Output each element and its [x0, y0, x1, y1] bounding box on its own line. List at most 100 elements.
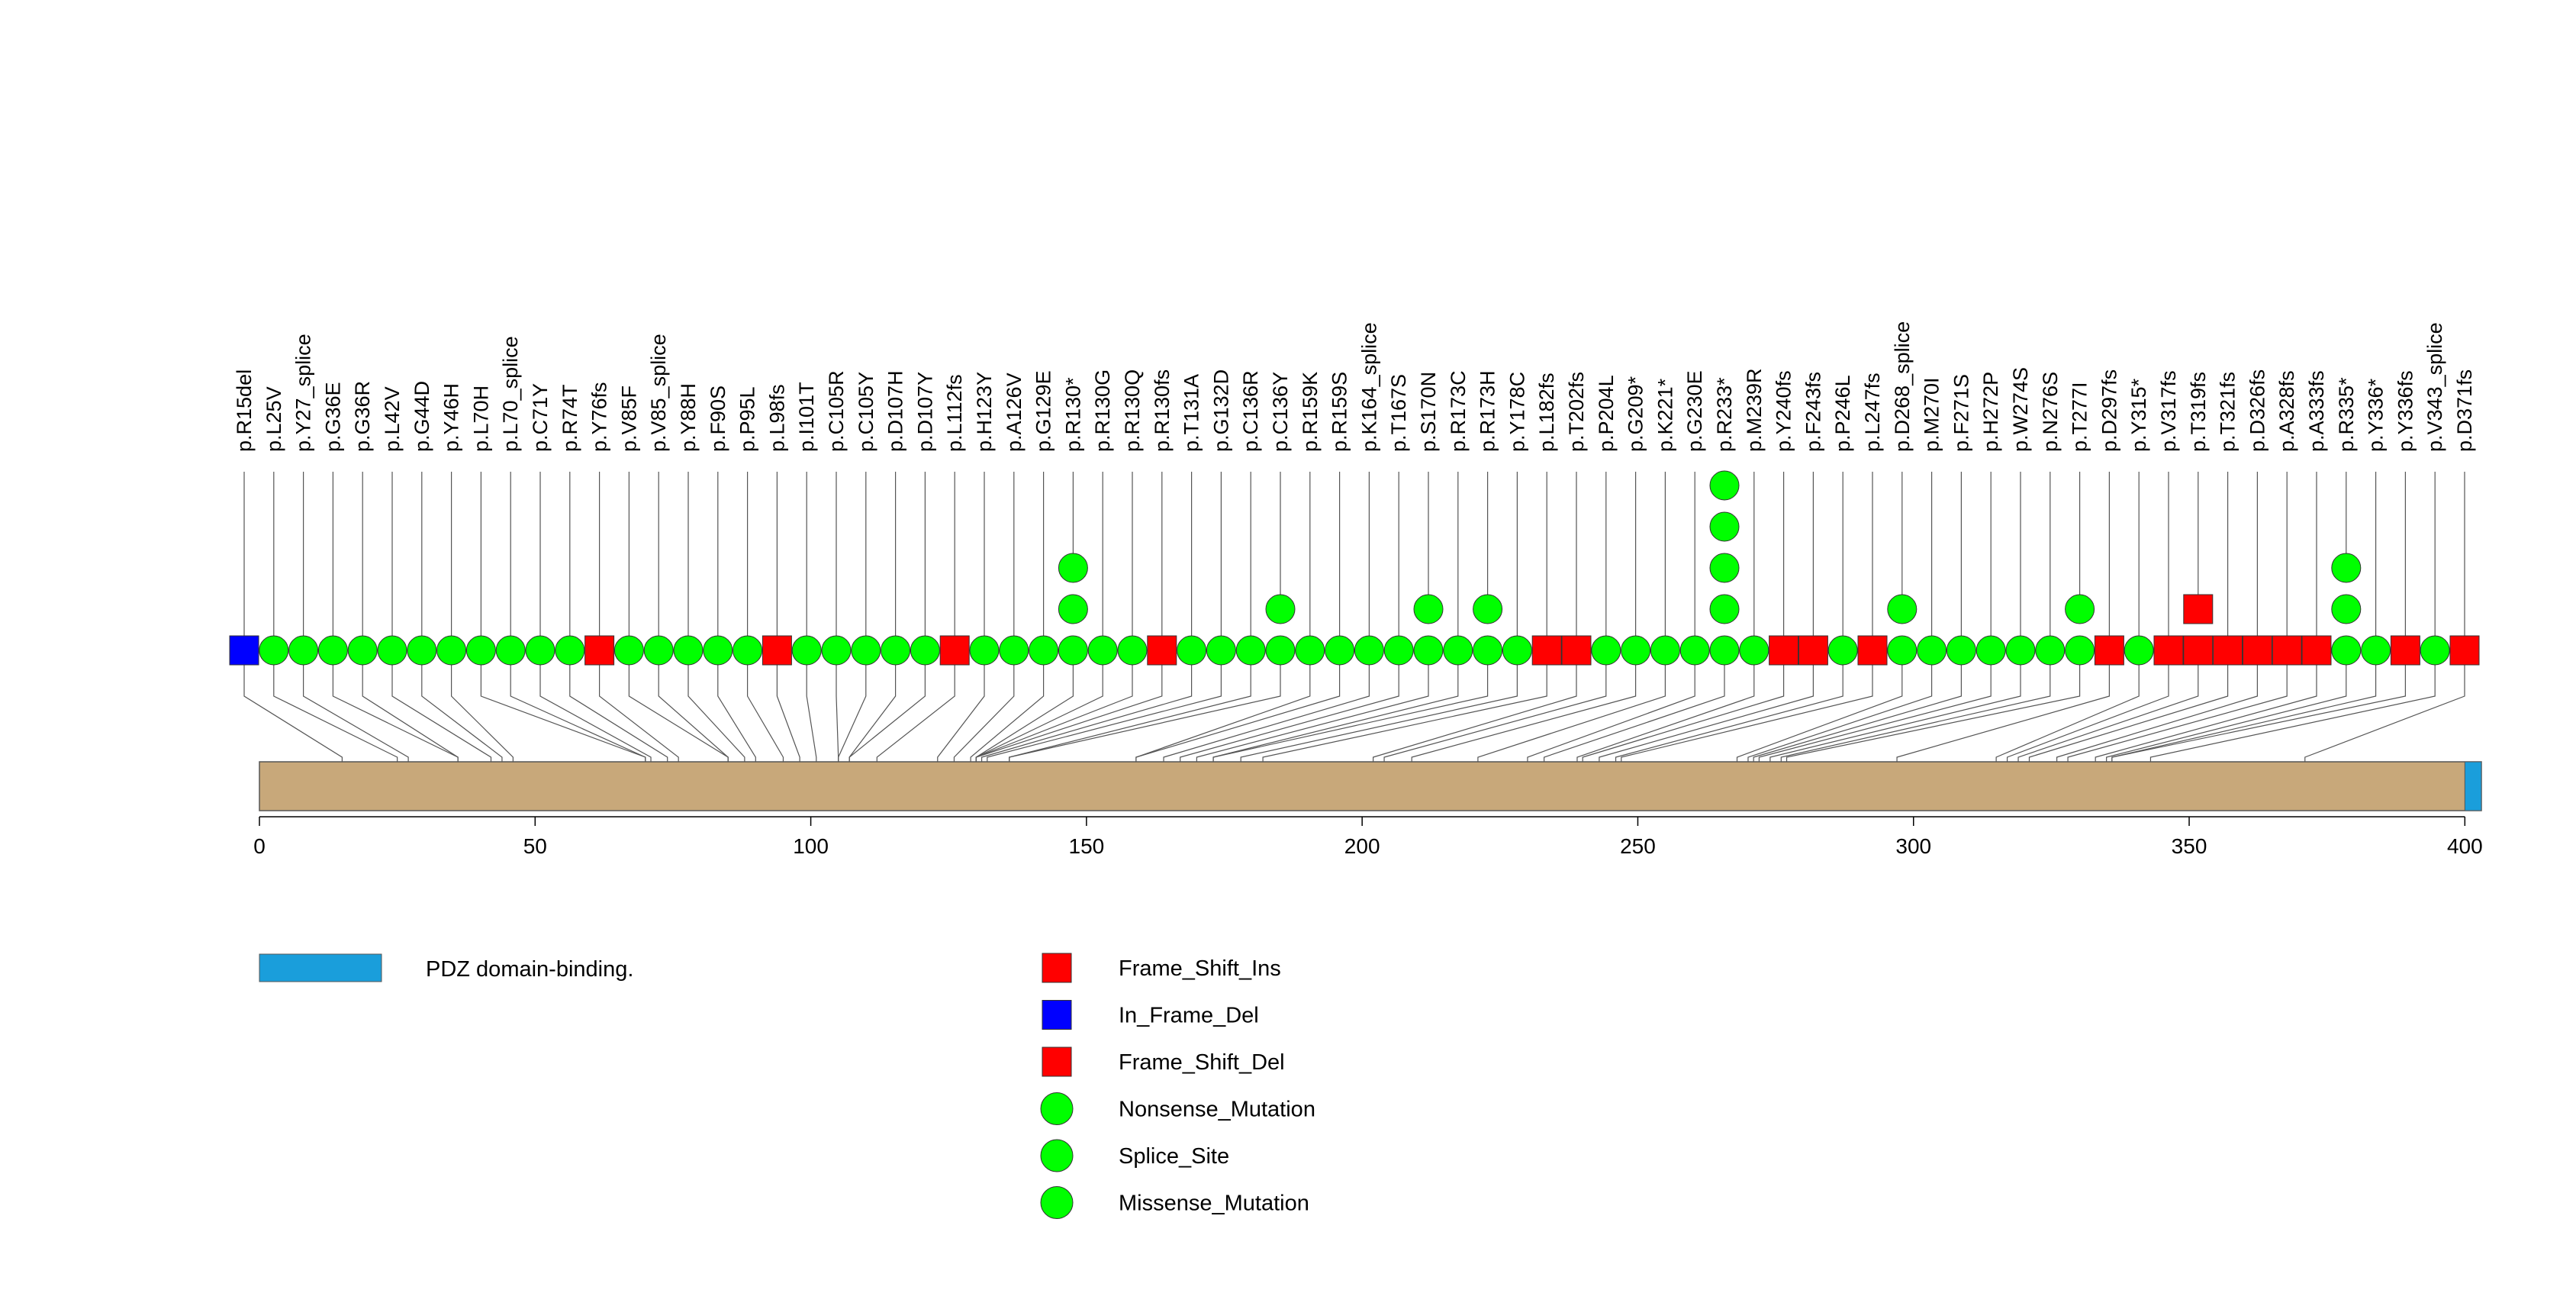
domain-0	[2464, 761, 2482, 811]
legend-label: In_Frame_Del	[1119, 1004, 1259, 1028]
mutation-square	[2183, 594, 2214, 624]
mutation-circle	[1591, 635, 1621, 666]
mutation-label: p.Y336fs	[2394, 370, 2417, 452]
mutation-circle	[1029, 635, 1059, 666]
mutation-circle	[347, 635, 378, 666]
mutation-square	[2153, 635, 2184, 666]
mutation-circle	[969, 635, 1000, 666]
mutation-square	[229, 635, 259, 666]
mutation-circle	[495, 635, 526, 666]
mutation-circle	[881, 635, 911, 666]
mutation-circle	[2005, 635, 2036, 666]
mutation-label: p.F271S	[1950, 374, 1972, 452]
mutation-label: p.R173H	[1476, 370, 1499, 452]
mutation-labels: p.R15del p.L25V p.Y27_splice p.G36E p.G36R p.…	[233, 321, 2476, 452]
mutation-label: p.D107H	[884, 370, 907, 452]
legend-label: Frame_Shift_Ins	[1119, 956, 1281, 981]
legend-domain-label: PDZ domain-binding.	[426, 957, 633, 982]
mutation-label: p.M239R	[1743, 368, 1766, 452]
mutation-circle	[1709, 635, 1740, 666]
legend-label: Missense_Mutation	[1119, 1192, 1309, 1216]
mutation-circle	[2065, 635, 2095, 666]
mutation-square	[2213, 635, 2243, 666]
mutation-label: p.C71Y	[529, 383, 552, 452]
mutation-square	[2449, 635, 2480, 666]
protein-backbone	[259, 761, 2482, 811]
mutation-circle	[1739, 635, 1769, 666]
mutation-label: p.F243fs	[1802, 372, 1824, 452]
mutation-label: p.R15del	[233, 369, 256, 452]
mutation-label: p.K164_splice	[1357, 322, 1380, 452]
mutation-square	[1798, 635, 1828, 666]
mutation-circle	[2331, 635, 2362, 666]
mutation-circle	[465, 635, 496, 666]
mutation-circle	[407, 635, 437, 666]
mutation-label: p.N276S	[2039, 372, 2062, 452]
mutation-label: p.D268_splice	[1891, 321, 1914, 452]
mutation-circle	[643, 635, 674, 666]
mutation-symbols	[229, 470, 2480, 666]
mutation-label: p.R159S	[1328, 372, 1351, 452]
mutation-label: p.A328fs	[2275, 370, 2298, 452]
mutation-circle	[2420, 635, 2450, 666]
mutation-label: p.P95L	[736, 386, 759, 452]
mutation-circle	[1887, 594, 1918, 624]
mutation-label: p.I101T	[795, 382, 818, 452]
mutation-circle	[1354, 635, 1384, 666]
legend-circle	[1040, 1092, 1074, 1125]
mutation-circle	[1413, 635, 1444, 666]
mutation-circle	[1087, 635, 1118, 666]
mutation-circle	[1975, 635, 2006, 666]
mutation-label: p.C136R	[1239, 370, 1262, 452]
mutation-circle	[1473, 594, 1503, 624]
x-axis: 0 50 100 150 200 250 300 350 400	[253, 816, 2483, 858]
x-tick-label: 400	[2447, 834, 2483, 858]
mutation-label: p.T202fs	[1565, 372, 1588, 452]
mutation-label: p.R335*	[2335, 377, 2358, 452]
mutation-label: p.R74T	[559, 384, 581, 452]
legend-square	[1042, 1000, 1072, 1030]
mutation-label: p.A126V	[1003, 372, 1026, 452]
mutation-circle	[1946, 635, 1976, 666]
mutation-label: p.G129E	[1032, 370, 1055, 452]
mutation-circle	[1473, 635, 1503, 666]
mutation-circle	[1117, 635, 1148, 666]
mutation-circle	[1295, 635, 1325, 666]
mutation-circle	[613, 635, 644, 666]
mutation-label: p.Y178C	[1505, 372, 1528, 452]
legend-label: Splice_Site	[1119, 1144, 1229, 1169]
x-tick-label: 0	[253, 834, 266, 858]
mutation-label: p.Y88H	[677, 383, 700, 452]
mutation-square	[2242, 635, 2272, 666]
mutation-label: p.L98fs	[765, 384, 788, 452]
mutation-label: p.A333fs	[2305, 370, 2328, 452]
mutation-circle	[2361, 635, 2391, 666]
mutation-label: p.W274S	[2009, 367, 2032, 452]
mutation-label: p.K221*	[1653, 378, 1676, 452]
mutation-label: p.H123Y	[973, 372, 996, 452]
legend-label: Frame_Shift_Del	[1119, 1050, 1285, 1075]
x-tick-label: 350	[2172, 834, 2207, 858]
mutation-circle	[377, 635, 407, 666]
x-tick-label: 50	[523, 834, 547, 858]
mutation-label: p.T321fs	[2217, 372, 2240, 452]
mutation-circle	[1709, 594, 1740, 624]
legend-label: Nonsense_Mutation	[1119, 1098, 1315, 1122]
mutation-label: p.Y240fs	[1773, 370, 1795, 452]
mutation-square	[2272, 635, 2302, 666]
mutation-square	[1531, 635, 1562, 666]
mutation-square	[1561, 635, 1592, 666]
mutation-square	[2390, 635, 2420, 666]
mutation-label: p.T277I	[2069, 382, 2091, 452]
mutation-label: p.R130fs	[1151, 369, 1174, 452]
mutation-label: p.Y46H	[440, 383, 463, 452]
mutation-label: p.Y315*	[2127, 378, 2150, 452]
mutation-circle	[851, 635, 881, 666]
mutation-circle	[2124, 635, 2154, 666]
mutation-circle	[555, 635, 585, 666]
mutation-label: p.L70H	[469, 385, 492, 452]
mutation-square	[1147, 635, 1177, 666]
mutation-label: p.L42V	[381, 386, 404, 452]
mutation-square	[762, 635, 792, 666]
mutation-circle	[1177, 635, 1207, 666]
